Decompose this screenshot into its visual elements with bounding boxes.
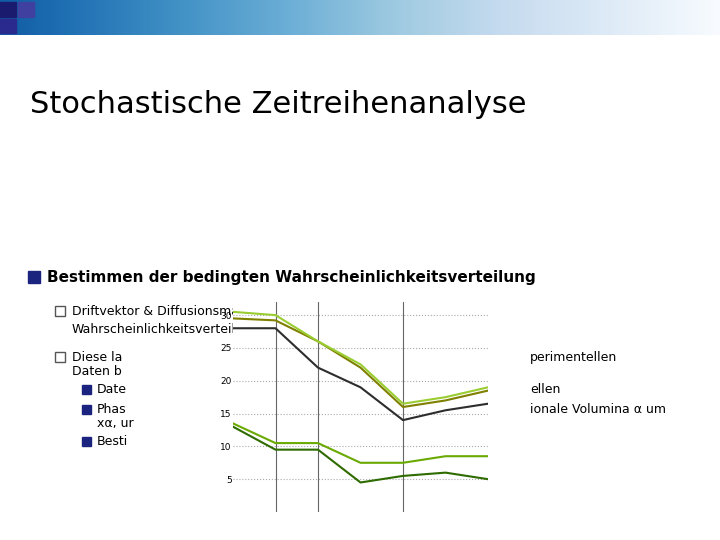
Text: ellen: ellen [530,383,560,396]
Bar [82,437,91,446]
Bar [0,2,16,17]
Bar [55,352,65,362]
Text: xα, ur: xα, ur [97,417,134,430]
Bar [82,385,91,394]
Text: Stochastische Zeitreihenanalyse: Stochastische Zeitreihenanalyse [30,90,526,119]
Text: Daten b: Daten b [72,365,122,378]
Bar [28,271,40,283]
Text: ionale Volumina α um: ionale Volumina α um [530,403,666,416]
Text: Date: Date [97,383,127,396]
Bar [55,306,65,316]
Bar [55,306,65,316]
Bar [0,19,16,33]
Bar [82,405,91,414]
Text: Phas: Phas [97,403,127,416]
Text: Bestimmen der bedingten Wahrscheinlichkeitsverteilung: Bestimmen der bedingten Wahrscheinlichke… [47,270,536,285]
Text: Diese la: Diese la [72,351,122,364]
Text: Besti: Besti [97,435,128,448]
Bar [55,352,65,362]
Text: Driftvektor & Diffusionsmatrix sind 1. & 2. Moment der bedingten
Wahrscheinlichk: Driftvektor & Diffusionsmatrix sind 1. &… [72,305,482,336]
Text: perimentellen: perimentellen [530,351,617,364]
Bar [18,2,34,17]
